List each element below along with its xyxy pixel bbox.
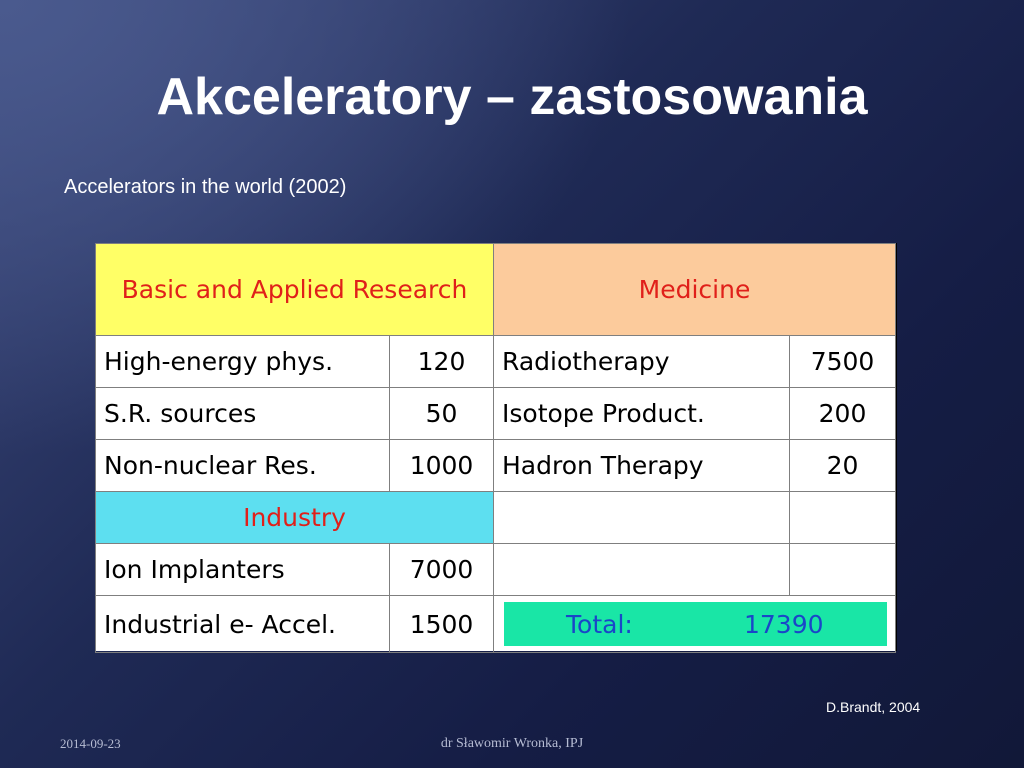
industry-value: 1500 bbox=[389, 595, 494, 653]
total-box: Total: 17390 bbox=[504, 602, 887, 646]
slide-title: Akceleratory – zastosowania bbox=[156, 68, 868, 126]
medicine-header: Medicine bbox=[493, 243, 896, 336]
empty-cell bbox=[789, 491, 896, 544]
medicine-value: 200 bbox=[789, 387, 896, 440]
research-value: 1000 bbox=[389, 439, 494, 492]
medicine-value: 7500 bbox=[789, 335, 896, 388]
industry-header: Industry bbox=[95, 491, 494, 544]
footer-date: 2014-09-23 bbox=[60, 736, 121, 751]
empty-cell bbox=[493, 543, 790, 596]
research-label: Non-nuclear Res. bbox=[95, 439, 390, 492]
total-value: 17390 bbox=[744, 609, 824, 639]
table-row: High-energy phys. 120 Radiotherapy 7500 bbox=[95, 335, 896, 388]
table-row: Industrial e- Accel. 1500 Total: 17390 bbox=[95, 595, 896, 653]
slide-subtitle: Accelerators in the world (2002) bbox=[64, 176, 347, 198]
research-label: High-energy phys. bbox=[95, 335, 390, 388]
source-credit: D.Brandt, 2004 bbox=[826, 699, 921, 715]
medicine-label: Hadron Therapy bbox=[493, 439, 790, 492]
medicine-label: Radiotherapy bbox=[493, 335, 790, 388]
table-header-row: Basic and Applied Research Medicine bbox=[95, 243, 896, 336]
medicine-label: Isotope Product. bbox=[493, 387, 790, 440]
research-value: 120 bbox=[389, 335, 494, 388]
industry-label: Ion Implanters bbox=[95, 543, 390, 596]
empty-cell bbox=[493, 491, 790, 544]
table-row: Non-nuclear Res. 1000 Hadron Therapy 20 bbox=[95, 439, 896, 492]
accelerators-table: Basic and Applied Research Medicine High… bbox=[95, 243, 896, 653]
medicine-value: 20 bbox=[789, 439, 896, 492]
accelerators-table-container: Basic and Applied Research Medicine High… bbox=[95, 243, 897, 653]
research-header: Basic and Applied Research bbox=[95, 243, 494, 336]
empty-cell bbox=[789, 543, 896, 596]
table-row: Industry bbox=[95, 491, 896, 544]
industry-label: Industrial e- Accel. bbox=[95, 595, 390, 653]
industry-value: 7000 bbox=[389, 543, 494, 596]
research-label: S.R. sources bbox=[95, 387, 390, 440]
table-row: S.R. sources 50 Isotope Product. 200 bbox=[95, 387, 896, 440]
total-label: Total: bbox=[566, 609, 633, 639]
total-cell: Total: 17390 bbox=[493, 595, 896, 653]
table-row: Ion Implanters 7000 bbox=[95, 543, 896, 596]
footer-author: dr Sławomir Wronka, IPJ bbox=[440, 736, 584, 751]
research-value: 50 bbox=[389, 387, 494, 440]
